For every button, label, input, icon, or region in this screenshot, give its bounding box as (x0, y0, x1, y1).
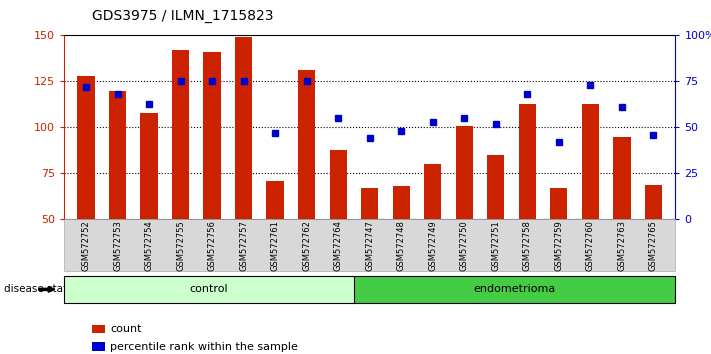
Text: GSM572753: GSM572753 (113, 220, 122, 270)
Bar (361, 188, 378, 219)
Bar (582, 103, 599, 219)
Bar (267, 181, 284, 219)
Text: GSM572747: GSM572747 (365, 220, 374, 270)
Bar (329, 149, 347, 219)
Text: GSM572763: GSM572763 (617, 219, 626, 271)
Text: GSM572754: GSM572754 (144, 220, 154, 270)
Text: disease state: disease state (4, 284, 73, 295)
Bar (487, 155, 505, 219)
Bar (518, 103, 536, 219)
Text: GSM572756: GSM572756 (208, 220, 217, 270)
Bar (141, 113, 158, 219)
Text: GSM572765: GSM572765 (649, 220, 658, 270)
Bar (109, 91, 127, 219)
Text: GSM572748: GSM572748 (397, 220, 406, 270)
Bar (235, 37, 252, 219)
Bar (550, 188, 567, 219)
Text: GDS3975 / ILMN_1715823: GDS3975 / ILMN_1715823 (92, 9, 274, 23)
Text: GSM572749: GSM572749 (428, 220, 437, 270)
Bar (203, 52, 221, 219)
Text: GSM572762: GSM572762 (302, 220, 311, 270)
Text: GSM572752: GSM572752 (82, 220, 90, 270)
Text: control: control (190, 284, 228, 295)
Bar (298, 70, 316, 219)
Text: GSM572755: GSM572755 (176, 220, 185, 270)
Text: GSM572764: GSM572764 (333, 220, 343, 270)
Bar (424, 164, 442, 219)
Text: GSM572760: GSM572760 (586, 220, 595, 270)
Bar (172, 50, 189, 219)
Bar (77, 76, 95, 219)
Text: GSM572759: GSM572759 (555, 220, 563, 270)
Text: GSM572757: GSM572757 (239, 220, 248, 270)
Bar (613, 137, 631, 219)
Text: GSM572751: GSM572751 (491, 220, 501, 270)
Text: GSM572750: GSM572750 (460, 220, 469, 270)
Text: endometrioma: endometrioma (474, 284, 556, 295)
Text: count: count (110, 324, 141, 334)
Text: percentile rank within the sample: percentile rank within the sample (110, 342, 298, 352)
Text: GSM572761: GSM572761 (271, 220, 279, 270)
Text: GSM572758: GSM572758 (523, 220, 532, 270)
Bar (645, 184, 662, 219)
Bar (456, 126, 473, 219)
Bar (392, 186, 410, 219)
